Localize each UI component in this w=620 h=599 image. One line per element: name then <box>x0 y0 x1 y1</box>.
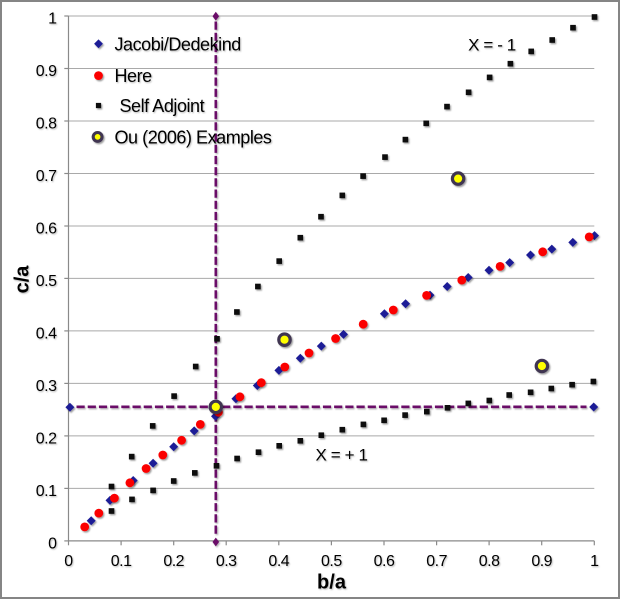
svg-text:1: 1 <box>48 11 57 28</box>
svg-text:0.3: 0.3 <box>36 378 57 395</box>
svg-text:0.4: 0.4 <box>36 326 57 343</box>
svg-text:0.5: 0.5 <box>36 273 57 290</box>
svg-text:X = + 1: X = + 1 <box>315 446 367 465</box>
svg-text:0.6: 0.6 <box>36 221 57 238</box>
svg-text:0.2: 0.2 <box>36 431 57 448</box>
svg-text:0.5: 0.5 <box>321 553 342 570</box>
svg-text:0.7: 0.7 <box>36 168 57 185</box>
svg-text:0.1: 0.1 <box>111 553 132 570</box>
svg-text:0.1: 0.1 <box>36 483 57 500</box>
svg-text:Self Adjoint: Self Adjoint <box>120 96 205 116</box>
svg-text:0.8: 0.8 <box>36 116 57 133</box>
svg-text:0.6: 0.6 <box>374 553 395 570</box>
svg-text:0.3: 0.3 <box>216 553 237 570</box>
svg-text:0.9: 0.9 <box>36 63 57 80</box>
svg-text:0.2: 0.2 <box>163 553 184 570</box>
svg-text:X = - 1: X = - 1 <box>468 35 516 54</box>
svg-text:Jacobi/Dedekind: Jacobi/Dedekind <box>115 34 241 54</box>
svg-text:0.7: 0.7 <box>426 553 447 570</box>
svg-text:0.9: 0.9 <box>531 553 552 570</box>
svg-text:0.8: 0.8 <box>479 553 500 570</box>
svg-text:Here: Here <box>115 66 153 86</box>
svg-text:0.4: 0.4 <box>268 553 289 570</box>
svg-text:1: 1 <box>590 553 599 570</box>
svg-text:c/a: c/a <box>12 265 34 294</box>
svg-text:b/a: b/a <box>317 572 347 594</box>
svg-text:Ou (2006) Examples: Ou (2006) Examples <box>115 127 272 147</box>
svg-text:0: 0 <box>48 536 57 553</box>
svg-text:0: 0 <box>64 553 73 570</box>
